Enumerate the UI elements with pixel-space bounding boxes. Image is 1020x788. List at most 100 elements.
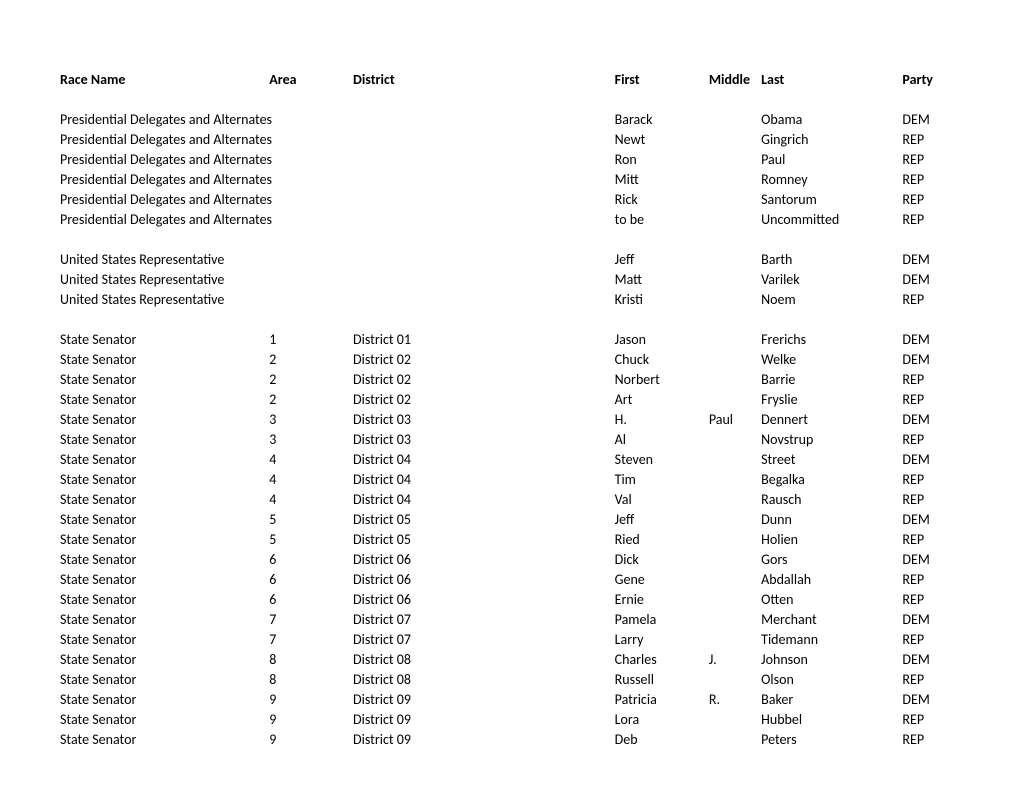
- cell-first: Art: [615, 390, 709, 410]
- cell-middle: J.: [709, 650, 761, 670]
- table-row: Presidential Delegates and Alternatesto …: [60, 210, 960, 230]
- cell-party: REP: [902, 490, 960, 510]
- col-header-race: Race Name: [60, 70, 269, 90]
- cell-district: District 08: [353, 650, 615, 670]
- cell-first: Norbert: [615, 370, 709, 390]
- cell-race: State Senator: [60, 350, 269, 370]
- cell-party: REP: [902, 370, 960, 390]
- cell-party: DEM: [902, 450, 960, 470]
- cell-district: District 02: [353, 390, 615, 410]
- cell-race: Presidential Delegates and Alternates: [60, 150, 269, 170]
- cell-area: 5: [269, 510, 353, 530]
- cell-area: 3: [269, 410, 353, 430]
- spacer-row: [60, 90, 960, 110]
- cell-first: Barack: [615, 110, 709, 130]
- cell-district: District 05: [353, 510, 615, 530]
- cell-area: 8: [269, 650, 353, 670]
- cell-area: 8: [269, 670, 353, 690]
- cell-district: [353, 290, 615, 310]
- cell-party: REP: [902, 670, 960, 690]
- cell-first: Jeff: [615, 250, 709, 270]
- col-header-last: Last: [761, 70, 902, 90]
- cell-area: 5: [269, 530, 353, 550]
- cell-first: to be: [615, 210, 709, 230]
- cell-last: Paul: [761, 150, 902, 170]
- cell-middle: Paul: [709, 410, 761, 430]
- cell-area: [269, 290, 353, 310]
- cell-last: Begalka: [761, 470, 902, 490]
- cell-area: [269, 130, 353, 150]
- cell-first: Gene: [615, 570, 709, 590]
- cell-area: 9: [269, 690, 353, 710]
- cell-area: [269, 210, 353, 230]
- cell-middle: [709, 150, 761, 170]
- table-row: State Senator2District 02ArtFryslieREP: [60, 390, 960, 410]
- cell-middle: [709, 630, 761, 650]
- cell-race: State Senator: [60, 530, 269, 550]
- cell-last: Barth: [761, 250, 902, 270]
- cell-area: 4: [269, 470, 353, 490]
- cell-first: Deb: [615, 730, 709, 750]
- cell-party: REP: [902, 210, 960, 230]
- cell-first: Newt: [615, 130, 709, 150]
- table-row: State Senator2District 02ChuckWelkeDEM: [60, 350, 960, 370]
- cell-party: DEM: [902, 350, 960, 370]
- table-row: State Senator6District 06ErnieOttenREP: [60, 590, 960, 610]
- cell-area: 6: [269, 590, 353, 610]
- table-row: State Senator4District 04TimBegalkaREP: [60, 470, 960, 490]
- cell-first: Val: [615, 490, 709, 510]
- cell-race: State Senator: [60, 630, 269, 650]
- cell-middle: [709, 210, 761, 230]
- col-header-middle: Middle: [709, 70, 761, 90]
- spacer-row: [60, 230, 960, 250]
- cell-first: Lora: [615, 710, 709, 730]
- cell-race: United States Representative: [60, 290, 269, 310]
- cell-last: Holien: [761, 530, 902, 550]
- cell-last: Dennert: [761, 410, 902, 430]
- cell-area: 6: [269, 570, 353, 590]
- cell-party: REP: [902, 190, 960, 210]
- cell-last: Baker: [761, 690, 902, 710]
- cell-race: State Senator: [60, 330, 269, 350]
- cell-last: Olson: [761, 670, 902, 690]
- cell-area: 4: [269, 450, 353, 470]
- cell-last: Novstrup: [761, 430, 902, 450]
- cell-party: REP: [902, 130, 960, 150]
- cell-area: [269, 250, 353, 270]
- cell-middle: [709, 370, 761, 390]
- table-row: United States RepresentativeMattVarilekD…: [60, 270, 960, 290]
- cell-area: 2: [269, 390, 353, 410]
- table-row: United States RepresentativeKristiNoemRE…: [60, 290, 960, 310]
- cell-race: Presidential Delegates and Alternates: [60, 110, 269, 130]
- cell-first: Ernie: [615, 590, 709, 610]
- cell-district: [353, 270, 615, 290]
- cell-last: Merchant: [761, 610, 902, 630]
- col-header-party: Party: [902, 70, 960, 90]
- cell-area: 2: [269, 370, 353, 390]
- cell-district: District 06: [353, 590, 615, 610]
- cell-last: Santorum: [761, 190, 902, 210]
- cell-district: [353, 110, 615, 130]
- cell-last: Hubbel: [761, 710, 902, 730]
- cell-first: Rick: [615, 190, 709, 210]
- cell-first: Ron: [615, 150, 709, 170]
- cell-district: [353, 210, 615, 230]
- cell-area: 1: [269, 330, 353, 350]
- spacer-row: [60, 310, 960, 330]
- cell-party: DEM: [902, 550, 960, 570]
- cell-district: District 07: [353, 630, 615, 650]
- cell-district: District 05: [353, 530, 615, 550]
- cell-first: Patricia: [615, 690, 709, 710]
- cell-middle: [709, 530, 761, 550]
- cell-middle: [709, 130, 761, 150]
- cell-district: District 09: [353, 730, 615, 750]
- cell-last: Romney: [761, 170, 902, 190]
- cell-last: Fryslie: [761, 390, 902, 410]
- cell-race: State Senator: [60, 370, 269, 390]
- cell-area: [269, 190, 353, 210]
- table-row: Presidential Delegates and Alternates Ron…: [60, 150, 960, 170]
- cell-race: State Senator: [60, 390, 269, 410]
- cell-district: District 02: [353, 350, 615, 370]
- cell-party: DEM: [902, 650, 960, 670]
- table-row: State Senator9District 09DebPetersREP: [60, 730, 960, 750]
